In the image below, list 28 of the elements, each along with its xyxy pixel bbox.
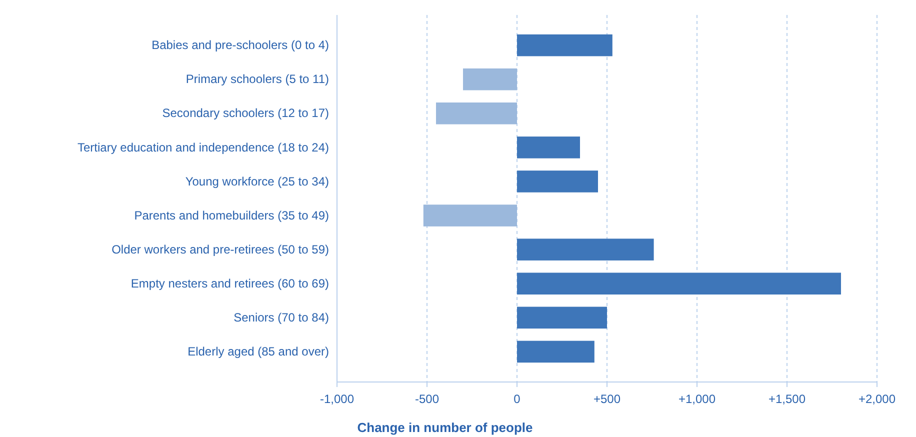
y-tick-label: Older workers and pre-retirees (50 to 59) — [112, 242, 329, 256]
x-tick-label: -500 — [414, 392, 440, 406]
bar — [517, 238, 654, 260]
bar — [517, 340, 594, 363]
bar — [517, 136, 580, 158]
y-tick-label: Primary schoolers (5 to 11) — [186, 72, 330, 86]
x-tick-label: +2,000 — [858, 392, 896, 406]
bar — [436, 102, 517, 124]
x-tick-label: +1,000 — [678, 392, 716, 406]
bar — [517, 306, 607, 329]
x-tick-label: 0 — [514, 392, 521, 406]
y-tick-label: Seniors (70 to 84) — [234, 310, 329, 324]
bar — [517, 272, 841, 295]
bar — [463, 68, 517, 90]
x-tick-label: -1,000 — [320, 392, 354, 406]
y-tick-label: Empty nesters and retirees (60 to 69) — [130, 276, 330, 290]
y-tick-label: Elderly aged (85 and over) — [188, 344, 329, 359]
bar — [517, 34, 612, 56]
bar — [517, 170, 598, 192]
x-axis-title: Change in number of people — [357, 420, 533, 435]
y-tick-label: Babies and pre-schoolers (0 to 4) — [152, 38, 329, 52]
bar — [423, 204, 517, 226]
y-tick-label: Secondary schoolers (12 to 17) — [162, 106, 329, 120]
x-tick-label: +500 — [593, 392, 621, 406]
y-tick-label: Tertiary education and independence (18 to 24) — [77, 140, 329, 154]
y-tick-label: Young workforce (25 to 34) — [185, 174, 329, 188]
y-tick-label: Parents and homebuilders (35 to 49) — [134, 208, 329, 222]
x-tick-label: +1,500 — [768, 392, 806, 406]
